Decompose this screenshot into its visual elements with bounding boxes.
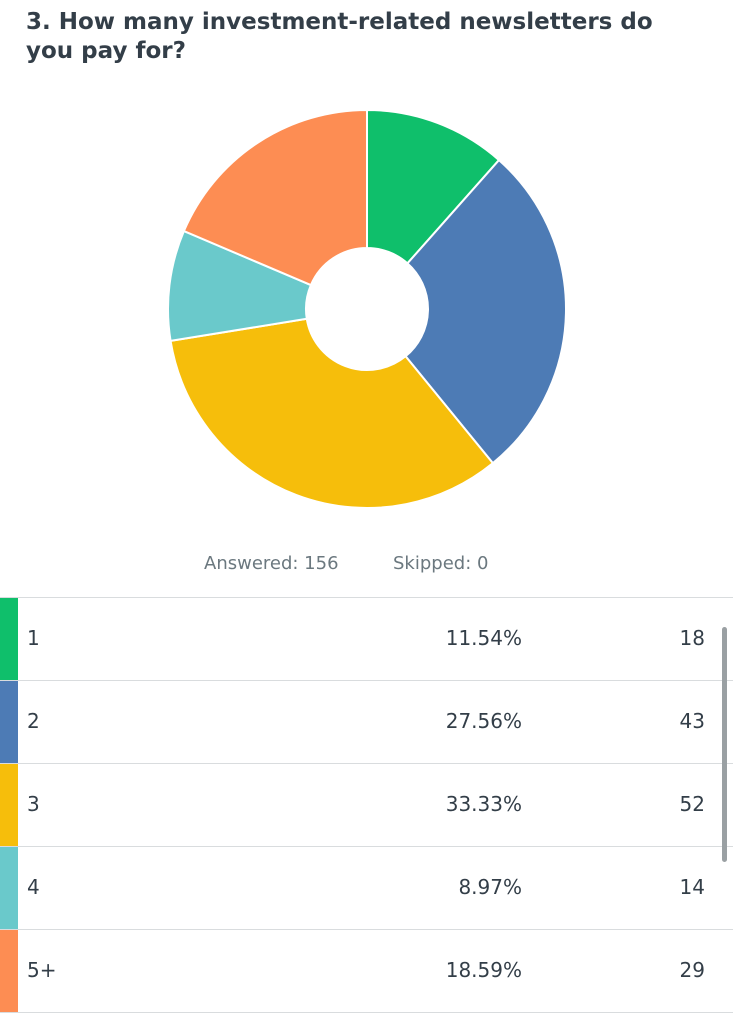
answer-percent: 18.59% — [445, 958, 522, 982]
answer-count: 43 — [679, 709, 705, 733]
answer-label: 3 — [27, 792, 40, 816]
table-row: 2 27.56% 43 — [0, 681, 733, 764]
answer-percent: 8.97% — [458, 875, 522, 899]
answer-percent: 11.54% — [445, 626, 522, 650]
color-swatch — [0, 764, 18, 846]
answered-count: Answered: 156 — [204, 553, 339, 574]
answer-label: 2 — [27, 709, 40, 733]
table-row: 1 11.54% 18 — [0, 598, 733, 681]
scrollbar[interactable] — [722, 627, 727, 862]
answer-count: 52 — [679, 792, 705, 816]
color-swatch — [0, 847, 18, 929]
donut-chart — [167, 108, 567, 509]
color-swatch — [0, 598, 18, 680]
answer-label: 1 — [27, 626, 40, 650]
table-row: 4 8.97% 14 — [0, 847, 733, 930]
pie-slice-1[interactable] — [366, 108, 501, 265]
answer-percent: 33.33% — [445, 792, 522, 816]
color-swatch — [0, 930, 18, 1012]
answer-count: 29 — [679, 958, 705, 982]
table-row: 5+ 18.59% 29 — [0, 930, 733, 1013]
answer-count: 14 — [679, 875, 705, 899]
color-swatch — [0, 681, 18, 763]
table-row: 3 33.33% 52 — [0, 764, 733, 847]
donut-chart-svg — [167, 108, 567, 509]
answer-count: 18 — [679, 626, 705, 650]
answer-label: 5+ — [27, 958, 57, 982]
answer-label: 4 — [27, 875, 40, 899]
pie-slice-5plus[interactable] — [182, 108, 368, 287]
pie-slice-2[interactable] — [404, 158, 567, 465]
answer-percent: 27.56% — [445, 709, 522, 733]
skipped-count: Skipped: 0 — [393, 553, 489, 574]
response-stats: Answered: 156 Skipped: 0 — [0, 553, 733, 579]
results-table[interactable]: 1 11.54% 18 2 27.56% 43 3 33.33% 52 4 8.… — [0, 597, 733, 1017]
pie-slice-3[interactable] — [169, 317, 495, 509]
question-title: 3. How many investment-related newslette… — [26, 9, 653, 64]
